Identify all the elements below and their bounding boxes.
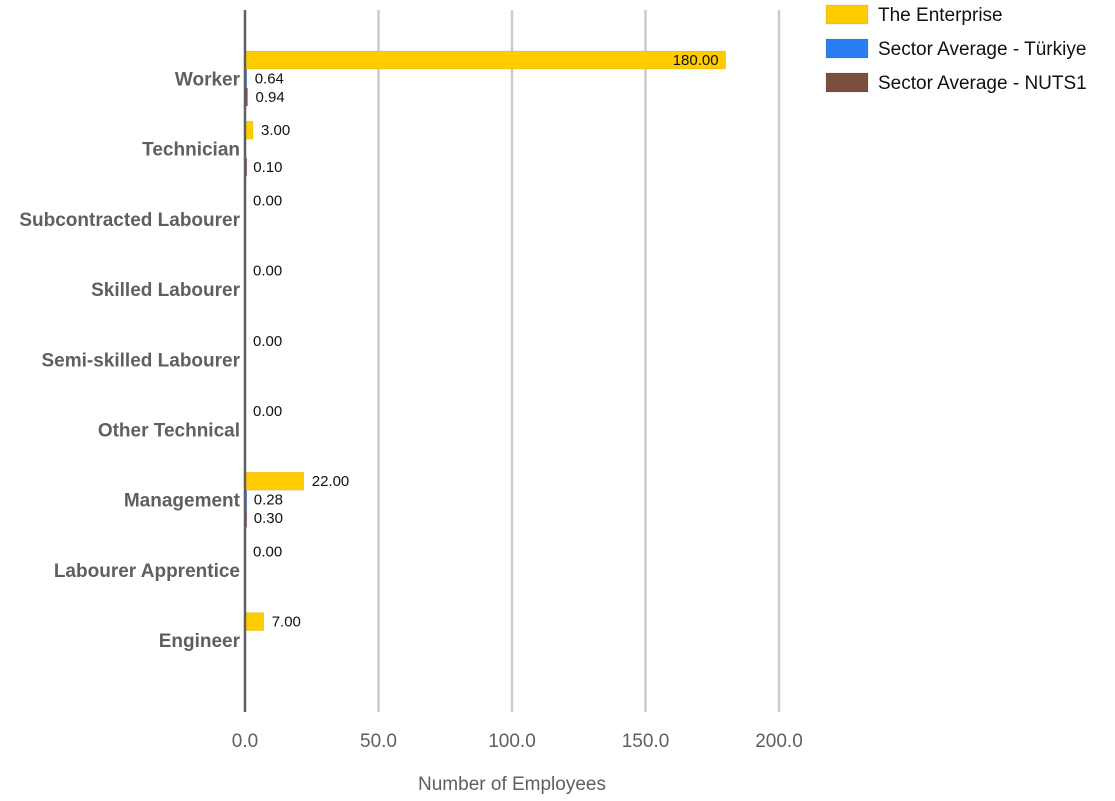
data-label: 0.94 [256, 89, 285, 106]
x-tick-label: 0.0 [232, 731, 258, 752]
x-tick-label: 100.0 [488, 731, 536, 752]
data-label: 0.10 [253, 159, 282, 176]
data-label: 180.00 [673, 52, 719, 69]
x-tick-label: 150.0 [622, 731, 670, 752]
data-label: 0.00 [253, 192, 282, 209]
x-tick-label: 200.0 [755, 731, 803, 752]
bar [244, 612, 264, 631]
bar [244, 50, 726, 70]
category-label: Engineer [159, 631, 241, 652]
legend-label: The Enterprise [878, 5, 1003, 26]
bars [244, 50, 726, 631]
data-label: 3.00 [261, 122, 290, 139]
data-label: 0.64 [255, 71, 284, 88]
category-label: Management [124, 491, 241, 512]
category-label: Labourer Apprentice [54, 561, 240, 582]
grid-lines [377, 10, 781, 712]
category-label: Subcontracted Labourer [19, 210, 240, 231]
data-label: 0.00 [253, 403, 282, 420]
data-label: 0.30 [254, 510, 283, 527]
legend-swatch [825, 4, 869, 25]
legend-swatch [825, 38, 869, 59]
legend-swatch [825, 72, 869, 93]
category-labels: Worker Technician Subcontracted Labourer Sk… [19, 70, 240, 653]
category-label: Technician [142, 140, 240, 161]
category-label: Other Technical [98, 421, 240, 442]
legend: The Enterprise Sector Average - Türkiye Se… [825, 4, 1087, 94]
x-tick-label: 50.0 [360, 731, 397, 752]
data-label: 22.00 [312, 473, 350, 490]
data-label: 0.00 [253, 263, 282, 280]
category-label: Worker [175, 70, 241, 91]
data-label: 7.00 [272, 614, 301, 631]
bar [244, 471, 305, 491]
legend-label: Sector Average - Türkiye [878, 39, 1086, 60]
category-label: Semi-skilled Labourer [41, 350, 240, 371]
data-label: 0.00 [253, 333, 282, 350]
x-axis-title: Number of Employees [418, 774, 606, 795]
legend-label: Sector Average - NUTS1 [878, 73, 1087, 94]
data-label: 0.00 [253, 543, 282, 560]
x-tick-labels: 0.0 50.0 100.0 150.0 200.0 [232, 731, 803, 752]
category-label: Skilled Labourer [91, 280, 240, 301]
data-label: 0.28 [254, 492, 283, 509]
data-labels: 180.00 0.640.94 3.00 0.10 0.00 0.00 0.00 0.00 22… [253, 52, 719, 631]
